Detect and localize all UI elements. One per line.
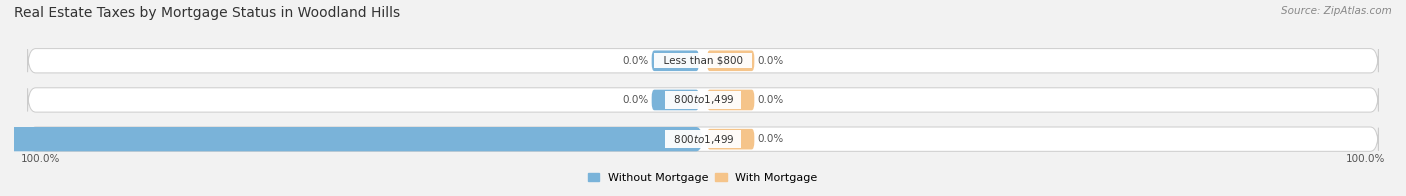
FancyBboxPatch shape xyxy=(707,90,755,110)
Text: 0.0%: 0.0% xyxy=(623,95,650,105)
Text: 0.0%: 0.0% xyxy=(756,95,783,105)
Text: 0.0%: 0.0% xyxy=(623,56,650,66)
FancyBboxPatch shape xyxy=(28,88,1378,112)
FancyBboxPatch shape xyxy=(651,90,699,110)
Text: Source: ZipAtlas.com: Source: ZipAtlas.com xyxy=(1281,6,1392,16)
FancyBboxPatch shape xyxy=(0,127,703,151)
Text: $800 to $1,499: $800 to $1,499 xyxy=(666,93,740,106)
FancyBboxPatch shape xyxy=(707,50,755,71)
FancyBboxPatch shape xyxy=(28,49,1378,73)
Text: Real Estate Taxes by Mortgage Status in Woodland Hills: Real Estate Taxes by Mortgage Status in … xyxy=(14,6,401,20)
Text: 0.0%: 0.0% xyxy=(756,134,783,144)
Legend: Without Mortgage, With Mortgage: Without Mortgage, With Mortgage xyxy=(588,173,818,183)
Text: $800 to $1,499: $800 to $1,499 xyxy=(666,133,740,146)
Text: 100.0%: 100.0% xyxy=(1346,154,1385,164)
FancyBboxPatch shape xyxy=(28,127,1378,151)
FancyBboxPatch shape xyxy=(707,129,755,150)
FancyBboxPatch shape xyxy=(651,50,699,71)
Text: Less than $800: Less than $800 xyxy=(657,56,749,66)
Text: 100.0%: 100.0% xyxy=(21,154,60,164)
Text: 0.0%: 0.0% xyxy=(756,56,783,66)
FancyBboxPatch shape xyxy=(651,129,699,150)
